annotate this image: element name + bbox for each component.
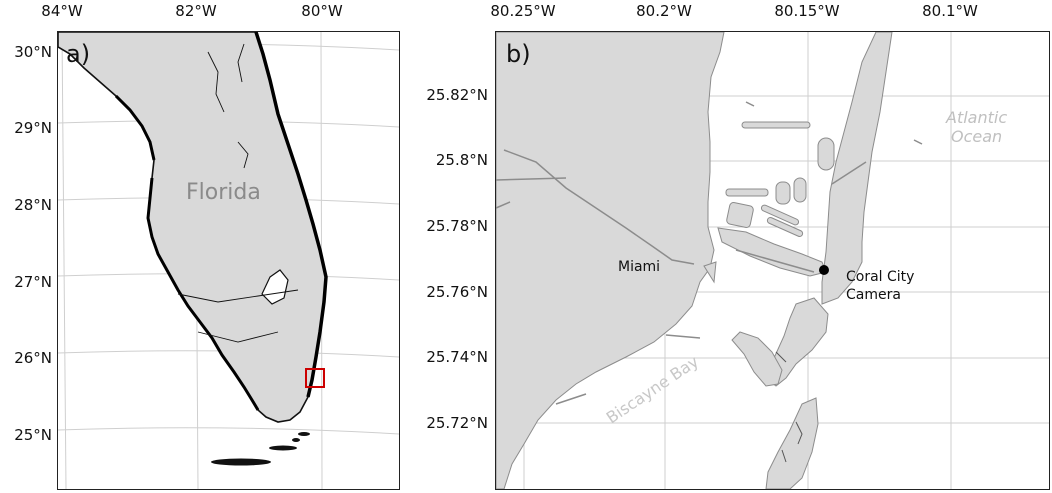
study-area-box (305, 368, 325, 388)
panel-a-xtick: 82°W (175, 2, 217, 20)
miami-label: Miami (618, 259, 661, 275)
land (496, 32, 893, 489)
panel-b-xtick: 80.2°W (636, 2, 692, 20)
panel-a-ytick: 29°N (14, 119, 52, 137)
florida-map (58, 32, 399, 489)
panel-b-ytick: 25.8°N (435, 151, 488, 169)
camera-label-line1: Coral City (846, 269, 915, 285)
panel-b-map: b) Miami Coral City Camera Atlantic Ocea… (495, 31, 1050, 490)
panel-a-xtick: 84°W (41, 2, 83, 20)
panel-a-ytick: 26°N (14, 349, 52, 367)
panel-a-ytick: 30°N (14, 43, 52, 61)
panel-a-xtick: 80°W (301, 2, 343, 20)
miami-map (496, 32, 1049, 489)
panel-a-ytick: 27°N (14, 273, 52, 291)
camera-label: Coral City Camera (846, 268, 914, 304)
coastline (496, 101, 923, 405)
panel-a-map: a) Florida (57, 31, 400, 490)
panel-b-label: b) (506, 40, 531, 68)
panel-a-ytick: 25°N (14, 426, 52, 444)
panel-b-xtick: 80.25°W (490, 2, 556, 20)
lake-okeechobee (261, 269, 289, 305)
panel-b-ytick: 25.72°N (426, 414, 488, 432)
florida-land (58, 32, 328, 466)
panel-b-ytick: 25.78°N (426, 217, 488, 235)
panel-b-ytick: 25.82°N (426, 86, 488, 104)
ocean-label-line2: Ocean (950, 127, 1003, 146)
panel-a-label: a) (66, 40, 91, 68)
ocean-label: Atlantic Ocean (946, 108, 1007, 146)
camera-label-line2: Camera (846, 287, 901, 303)
panel-b-xtick: 80.15°W (774, 2, 840, 20)
small-islands (775, 351, 803, 463)
ocean-label-line1: Atlantic (946, 108, 1008, 127)
panel-b-ytick: 25.76°N (426, 283, 488, 301)
florida-label: Florida (186, 180, 261, 205)
panel-b-ytick: 25.74°N (426, 348, 488, 366)
panel-a-ytick: 28°N (14, 196, 52, 214)
camera-marker (819, 265, 829, 275)
panel-b-xtick: 80.1°W (922, 2, 978, 20)
